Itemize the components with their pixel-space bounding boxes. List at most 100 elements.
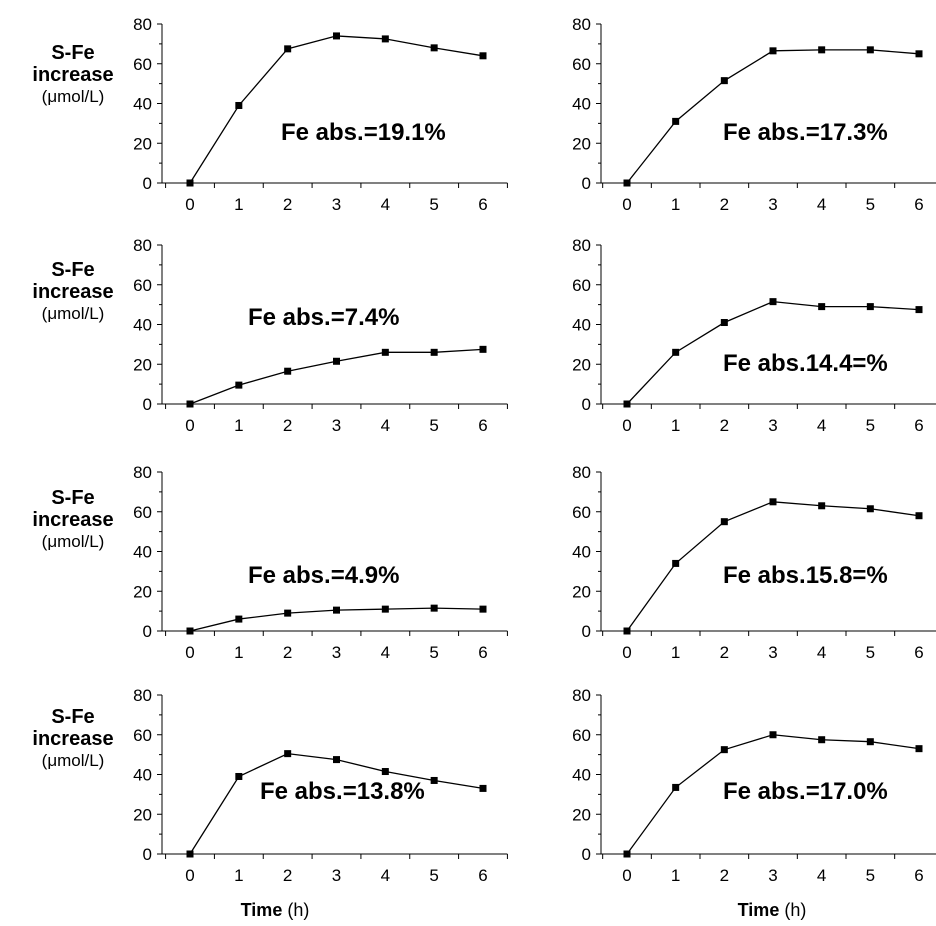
chart-panel-8: 0 20 40 60 80 0 1 2 3 4 5 6 Fe abs.=17.0%	[572, 686, 936, 885]
y-tick-label: 20	[572, 134, 591, 153]
data-point	[430, 348, 438, 356]
y-tick-label: 60	[572, 55, 591, 74]
data-point	[186, 179, 194, 187]
data-point	[818, 736, 826, 744]
data-point	[284, 45, 292, 53]
data-point	[720, 319, 728, 327]
y-tick-label: 60	[133, 726, 152, 745]
x-tick-label: 3	[768, 866, 777, 885]
x-tick-label: 1	[234, 643, 243, 662]
data-point	[720, 77, 728, 85]
chart-panel-2: 0 20 40 60 80 0 1 2 3 4 5 6 Fe abs.=17.3%	[572, 15, 936, 214]
absorption-annotation: Fe abs.=4.9%	[248, 562, 399, 589]
absorption-annotation: Fe abs.=17.3%	[723, 119, 888, 146]
data-point	[235, 772, 243, 780]
y-tick-label: 80	[133, 463, 152, 482]
y-tick-label: 40	[133, 543, 152, 562]
x-tick-label: 0	[622, 643, 631, 662]
data-point	[479, 345, 487, 353]
chart-panel-3: 0 20 40 60 80 0 1 2 3 4 5 6 Fe abs.=7.4%	[133, 236, 508, 435]
y-tick-label: 0	[582, 622, 591, 641]
x-tick-label: 0	[185, 416, 194, 435]
x-tick-label: 4	[817, 643, 826, 662]
y-tick-label: 20	[572, 805, 591, 824]
x-tick-label: 1	[671, 195, 680, 214]
x-tick-label: 3	[768, 643, 777, 662]
data-point	[430, 44, 438, 52]
y-tick-label: 80	[572, 686, 591, 705]
y-tick-label: 80	[572, 15, 591, 34]
x-tick-label: 0	[185, 643, 194, 662]
data-point	[672, 348, 680, 356]
y-tick-label: 40	[572, 766, 591, 785]
x-tick-label: 3	[768, 416, 777, 435]
y-tick-label: 20	[133, 805, 152, 824]
chart-panel-1: 0 20 40 60 80 0 1 2 3 4 5 6 Fe abs.=19.1%	[133, 15, 508, 214]
x-tick-label: 4	[381, 866, 390, 885]
y-tick-label: 40	[572, 316, 591, 335]
data-point	[623, 627, 631, 635]
data-point	[769, 498, 777, 506]
data-point	[235, 381, 243, 389]
x-tick-label: 4	[817, 195, 826, 214]
data-point	[430, 776, 438, 784]
y-tick-label: 60	[572, 503, 591, 522]
x-axis-title-right: Time (h)	[737, 900, 807, 920]
x-tick-label: 6	[914, 866, 923, 885]
data-point	[623, 179, 631, 187]
x-tick-label: 1	[234, 416, 243, 435]
data-point	[284, 609, 292, 617]
y-axis-label-row1: S-Fe increase (μmol/L)	[32, 42, 114, 106]
series-line	[189, 348, 484, 405]
data-point	[866, 505, 874, 513]
y-tick-label: 0	[582, 395, 591, 414]
data-point	[186, 627, 194, 635]
y-tick-label: 40	[572, 95, 591, 114]
data-point	[866, 303, 874, 311]
data-point	[672, 559, 680, 567]
y-axis-label-row2: S-Fe increase (μmol/L)	[32, 259, 114, 323]
data-point	[333, 32, 340, 40]
x-tick-label: 0	[622, 416, 631, 435]
x-tick-label: 6	[478, 416, 487, 435]
y-tick-label: 80	[133, 686, 152, 705]
data-point	[818, 502, 826, 510]
data-point	[720, 518, 728, 526]
x-tick-label: 3	[332, 195, 341, 214]
y-tick-label: 40	[133, 95, 152, 114]
data-point	[381, 768, 389, 776]
data-point	[915, 745, 923, 753]
x-tick-label: 4	[817, 416, 826, 435]
data-point	[769, 298, 777, 306]
x-tick-label: 6	[478, 643, 487, 662]
x-tick-label: 5	[429, 643, 438, 662]
data-point	[235, 101, 243, 109]
x-tick-label: 4	[817, 866, 826, 885]
x-tick-label: 2	[283, 866, 292, 885]
data-point	[720, 746, 728, 754]
y-tick-label: 60	[572, 726, 591, 745]
data-point	[284, 750, 292, 758]
x-tick-label: 3	[332, 643, 341, 662]
x-tick-label: 5	[866, 643, 875, 662]
y-tick-label: 20	[133, 582, 152, 601]
y-tick-label: 0	[143, 622, 152, 641]
x-tick-label: 5	[866, 866, 875, 885]
y-tick-label: 80	[572, 463, 591, 482]
y-tick-label: 20	[133, 134, 152, 153]
data-point	[186, 400, 194, 408]
x-tick-label: 5	[429, 416, 438, 435]
x-tick-label: 6	[914, 195, 923, 214]
x-tick-label: 2	[720, 195, 729, 214]
y-tick-label: 60	[133, 276, 152, 295]
x-tick-label: 2	[720, 643, 729, 662]
data-point	[284, 367, 292, 375]
x-tick-label: 2	[720, 866, 729, 885]
x-tick-label: 4	[381, 643, 390, 662]
y-tick-label: 0	[582, 174, 591, 193]
chart-panel-7: 0 20 40 60 80 0 1 2 3 4 5 6 Fe abs.=13.8%	[133, 686, 508, 885]
absorption-annotation: Fe abs.15.8=%	[723, 562, 888, 589]
data-point	[479, 52, 487, 60]
y-tick-label: 80	[133, 236, 152, 255]
